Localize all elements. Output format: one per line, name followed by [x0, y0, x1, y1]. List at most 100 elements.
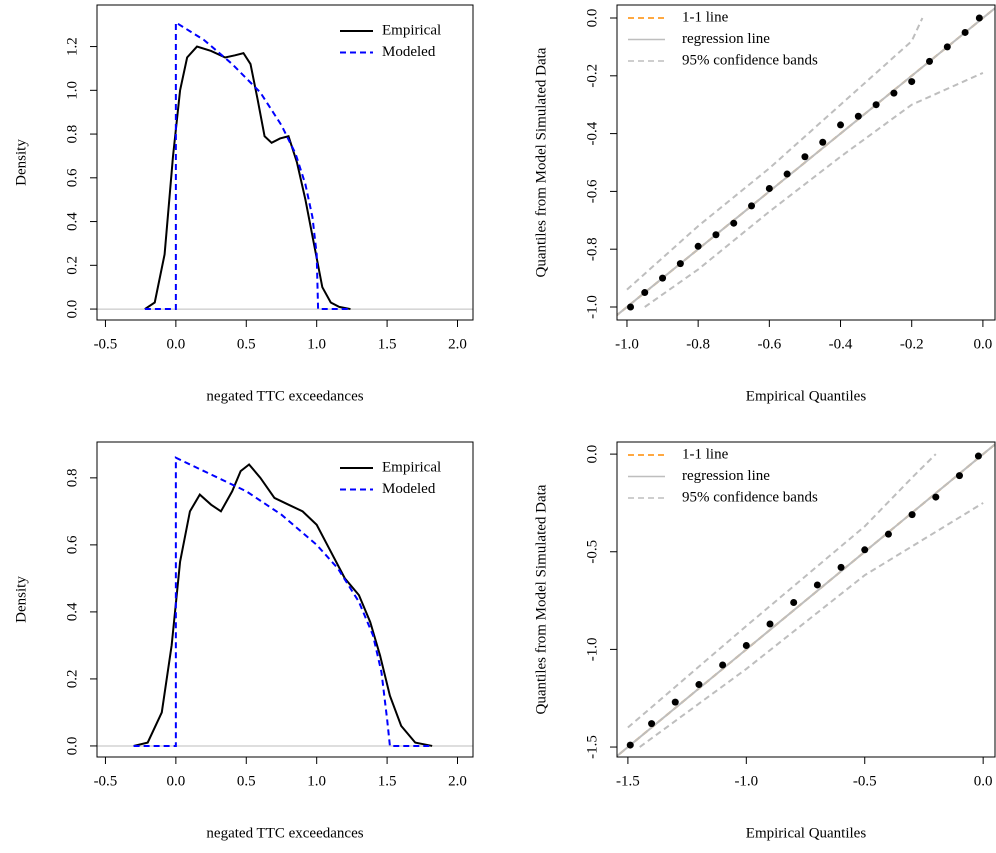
qq-point — [932, 493, 940, 501]
density-line — [144, 20, 351, 311]
legend-label: Modeled — [382, 44, 436, 60]
x-tick-label: 0.0 — [974, 773, 993, 789]
legend-label: 1-1 line — [682, 9, 729, 25]
qq-point — [730, 219, 738, 227]
x-tick-label: 0.0 — [974, 336, 993, 352]
x-tick-label: 0.5 — [237, 336, 256, 352]
qq-point — [641, 289, 649, 297]
qq-point — [837, 563, 845, 571]
panel: -0.5 0.0 0.5 1.0 1.5 2.0 0.0 0.2 0.4 0.6 0.8 1.0 1.2… — [13, 4, 474, 404]
x-tick-label: 0.0 — [166, 773, 185, 789]
reference-line — [617, 6, 995, 317]
plot-area — [97, 20, 473, 311]
x-tick-label: -1.5 — [616, 773, 640, 789]
x-tick-label: -0.8 — [686, 336, 710, 352]
qq-point — [671, 698, 679, 706]
x-tick-label: -0.6 — [757, 336, 781, 352]
x-tick-label: -0.5 — [94, 336, 118, 352]
x-tick-label: 1.0 — [307, 773, 326, 789]
y-tick-label: 0.0 — [584, 445, 600, 464]
legend-label: Empirical — [382, 22, 441, 38]
reference-line — [617, 443, 995, 757]
x-tick-label: -1.0 — [615, 336, 639, 352]
legend-label: Modeled — [382, 481, 436, 497]
x-axis-title: Empirical Quantiles — [746, 825, 867, 841]
y-tick-label: -1.0 — [584, 638, 600, 662]
legend-label: 95% confidence bands — [682, 52, 818, 68]
qq-point — [719, 661, 727, 669]
qq-point — [943, 43, 951, 51]
legend-label: Empirical — [382, 459, 441, 475]
qq-point — [974, 452, 982, 460]
density-line — [133, 456, 433, 747]
qq-point — [908, 511, 916, 519]
qq-point — [748, 202, 756, 210]
y-tick-label: 0.0 — [64, 737, 80, 756]
y-tick-label: 0.2 — [64, 256, 80, 275]
qq-point — [819, 138, 827, 146]
density-line — [133, 463, 433, 747]
y-tick-label: -0.6 — [584, 179, 600, 203]
y-tick-label: 0.4 — [64, 212, 80, 231]
plot-frame — [616, 4, 996, 321]
panel: -1.5 -1.0 -0.5 0.0 -1.5 -1.0 -0.5 0.0 Empirical … — [533, 441, 996, 841]
x-tick-label: 0.5 — [237, 773, 256, 789]
qq-point — [676, 260, 684, 268]
qq-point — [659, 274, 667, 282]
qq-point — [627, 303, 635, 311]
qq-point — [837, 121, 845, 129]
y-tick-label: -0.2 — [584, 64, 600, 88]
y-tick-label: 0.6 — [64, 168, 80, 187]
plot-frame — [96, 441, 474, 758]
qq-point — [765, 185, 773, 193]
qq-point — [801, 153, 809, 161]
x-tick-label: 2.0 — [448, 773, 467, 789]
y-axis-title: Quantiles from Model Simulated Data — [533, 484, 549, 714]
y-tick-label: 1.2 — [64, 37, 80, 56]
x-tick-label: 2.0 — [448, 336, 467, 352]
y-axis-title: Density — [13, 576, 29, 623]
qq-point — [783, 170, 791, 178]
qq-point — [884, 530, 892, 538]
plot-area — [97, 456, 473, 747]
qq-point — [890, 89, 898, 97]
qq-point — [813, 581, 821, 589]
x-tick-label: -1.0 — [734, 773, 758, 789]
plot-area — [617, 443, 995, 757]
qq-point — [908, 78, 916, 86]
qq-point — [695, 681, 703, 689]
y-axis-title: Quantiles from Model Simulated Data — [533, 47, 549, 277]
x-tick-label: 1.0 — [307, 336, 326, 352]
x-tick-label: 1.5 — [378, 336, 397, 352]
legend-label: regression line — [682, 468, 770, 484]
x-tick-label: -0.5 — [853, 773, 877, 789]
y-tick-label: 0.2 — [64, 670, 80, 689]
x-axis-title: negated TTC exceedances — [206, 825, 363, 841]
reference-line — [617, 443, 995, 757]
x-tick-label: 0.0 — [166, 336, 185, 352]
y-tick-label: 0.0 — [64, 300, 80, 319]
x-tick-label: -0.5 — [94, 773, 118, 789]
legend-label: 95% confidence bands — [682, 489, 818, 505]
y-tick-label: 0.8 — [64, 468, 80, 487]
confidence-band — [644, 71, 984, 308]
y-tick-label: 0.6 — [64, 535, 80, 554]
y-tick-label: -0.4 — [584, 121, 600, 145]
y-tick-label: -1.5 — [584, 735, 600, 759]
x-axis-title: Empirical Quantiles — [746, 388, 867, 404]
y-axis-title: Density — [13, 139, 29, 186]
y-tick-label: -0.5 — [584, 540, 600, 564]
legend-label: 1-1 line — [682, 446, 729, 462]
x-tick-label: -0.2 — [900, 336, 924, 352]
y-tick-label: 0.4 — [64, 602, 80, 621]
qq-point — [694, 242, 702, 250]
plot-area — [617, 6, 995, 317]
confidence-band — [627, 453, 937, 729]
legend-label: regression line — [682, 31, 770, 47]
qq-point — [975, 14, 983, 22]
qq-point — [766, 620, 774, 628]
y-tick-label: 0.8 — [64, 125, 80, 144]
y-tick-label: 1.0 — [64, 81, 80, 100]
density-line — [144, 45, 351, 311]
qq-point — [790, 599, 798, 607]
